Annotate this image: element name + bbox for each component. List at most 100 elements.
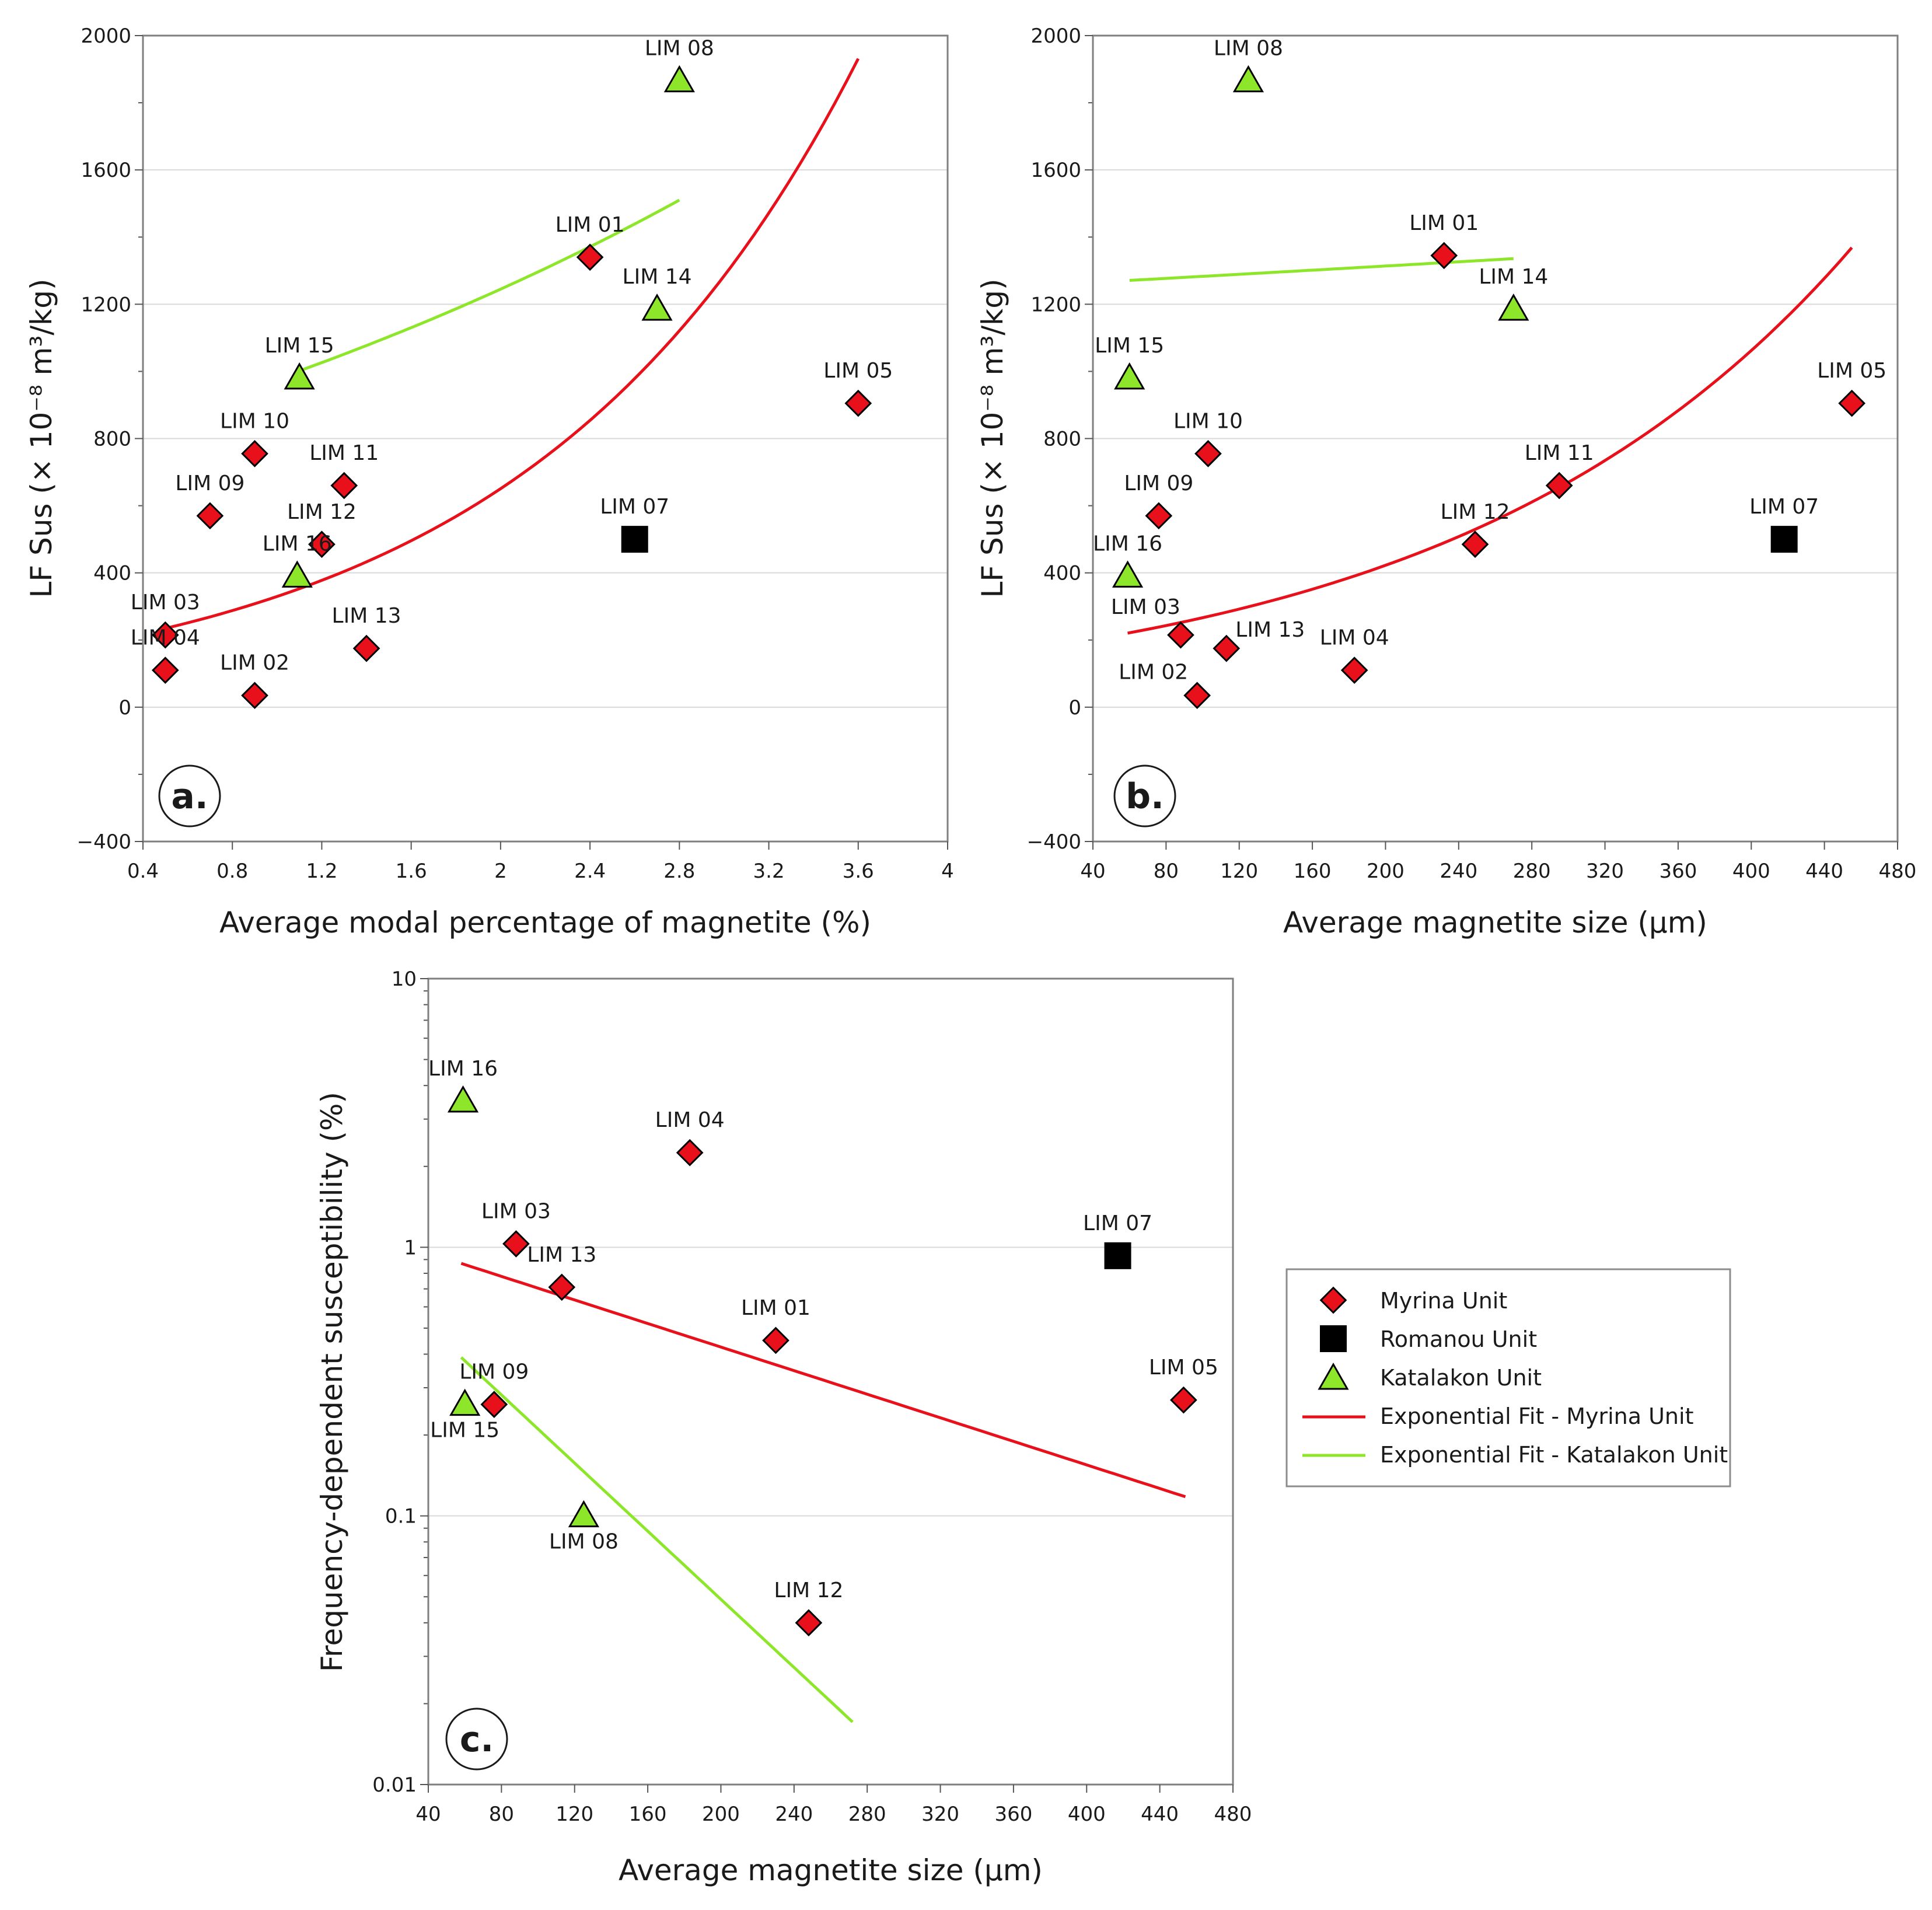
x-tick-label: 4 (941, 860, 954, 883)
data-point-label: LIM 01 (556, 213, 625, 237)
x-tick-label: 120 (556, 1803, 593, 1826)
data-point-katalakon (663, 65, 695, 93)
data-point-myrina (1461, 530, 1489, 558)
data-point-myrina (241, 440, 268, 467)
fit-line-katalakon (460, 1356, 854, 1723)
legend-item-katalakon: Katalakon Unit (1318, 1362, 1542, 1391)
x-axis-label: Average magnetite size (µm) (619, 1853, 1043, 1887)
data-point-romanou (1770, 526, 1798, 553)
x-tick-label: 440 (1805, 860, 1843, 883)
x-tick-label: 40 (1080, 860, 1105, 883)
legend-box (1285, 1268, 1731, 1488)
data-point-label: LIM 12 (774, 1579, 843, 1602)
y-tick-label: 1200 (1030, 293, 1081, 316)
y-tick-label: 1600 (1030, 159, 1081, 182)
data-point-label: LIM 10 (220, 409, 289, 433)
chart-panel-b: −400 0 400 800 1200 1600 2000 40 80 120 160 200 240 2… (976, 25, 1916, 940)
x-tick-label: 480 (1214, 1803, 1252, 1826)
x-tick-label: 240 (775, 1803, 813, 1826)
legend-label: Myrina Unit (1380, 1288, 1507, 1314)
data-point-myrina (1194, 440, 1222, 467)
data-point-katalakon (1114, 362, 1145, 390)
legend-label: Exponential Fit - Katalakon Unit (1380, 1442, 1728, 1468)
x-tick-label: 440 (1141, 1803, 1179, 1826)
fit-line-myrina (1127, 246, 1853, 635)
data-point-myrina (1145, 502, 1173, 530)
x-tick-label: 2.8 (663, 860, 695, 883)
data-point-myrina (1170, 1386, 1197, 1414)
x-tick-label: 40 (415, 1803, 441, 1826)
data-point-katalakon (281, 560, 313, 588)
data-point-label: LIM 13 (1235, 618, 1305, 642)
data-point-katalakon (449, 1388, 481, 1416)
y-tick-label: 400 (93, 562, 131, 585)
x-tick-label: 360 (994, 1803, 1032, 1826)
data-point-label: LIM 14 (623, 265, 692, 289)
data-point-label: LIM 15 (265, 334, 334, 358)
x-tick-label: 3.6 (843, 860, 874, 883)
y-tick-label: 800 (1043, 428, 1081, 451)
data-point-myrina (196, 502, 224, 530)
data-point-label: LIM 14 (1479, 265, 1548, 289)
x-tick-label: 320 (921, 1803, 959, 1826)
data-point-label: LIM 04 (131, 626, 200, 650)
data-point-katalakon (1498, 293, 1529, 321)
y-tick-label: 0 (118, 696, 131, 720)
y-tick-label: −400 (77, 830, 131, 854)
data-point-label: LIM 05 (1149, 1356, 1218, 1380)
panel-badge-circle (445, 1708, 508, 1771)
y-tick-label: 1 (404, 1236, 417, 1259)
legend-label: Exponential Fit - Myrina Unit (1380, 1403, 1693, 1429)
data-point-myrina (1167, 621, 1194, 649)
data-point-katalakon (1112, 560, 1144, 588)
y-axis-label: LF Sus (× 10⁻⁸ m³/kg) (976, 279, 1009, 598)
y-tick-label: 2000 (1030, 25, 1081, 48)
data-point-myrina (1340, 657, 1368, 684)
data-point-romanou (621, 526, 648, 553)
data-point-romanou (1104, 1242, 1131, 1269)
fit-line-myrina (165, 58, 860, 630)
data-point-katalakon (447, 1085, 479, 1113)
data-point-myrina (1545, 472, 1573, 500)
data-point-myrina (352, 634, 380, 662)
legend-item-fit-katalakon: Exponential Fit - Katalakon Unit (1302, 1442, 1728, 1468)
data-point-myrina (480, 1391, 508, 1418)
data-point-myrina (151, 657, 179, 684)
x-tick-label: 200 (702, 1803, 740, 1826)
data-point-label: LIM 12 (1441, 500, 1510, 524)
data-point-label: LIM 09 (175, 472, 244, 495)
y-tick-label: 0.01 (372, 1773, 417, 1797)
data-point-katalakon (568, 1500, 599, 1528)
data-point-label: LIM 02 (220, 651, 289, 675)
data-point-label: LIM 09 (459, 1360, 529, 1384)
x-tick-label: 200 (1367, 860, 1405, 883)
data-point-myrina (1430, 242, 1458, 270)
x-tick-label: 2.4 (574, 860, 606, 883)
data-point-label: LIM 04 (1320, 626, 1389, 650)
x-tick-label: 0.4 (127, 860, 159, 883)
data-point-myrina (795, 1609, 823, 1637)
data-point-myrina (762, 1326, 789, 1354)
fit-line-katalakon (1129, 257, 1514, 282)
x-tick-label: 160 (629, 1803, 667, 1826)
legend-item-romanou: Romanou Unit (1320, 1325, 1537, 1352)
data-point-label: LIM 13 (527, 1243, 596, 1267)
data-point-label: LIM 16 (263, 532, 332, 556)
data-point-label: LIM 01 (1409, 211, 1479, 235)
y-tick-label: 1200 (81, 293, 131, 316)
data-point-katalakon (1232, 65, 1264, 93)
data-point-label: LIM 16 (1093, 532, 1162, 556)
x-tick-label: 0.8 (216, 860, 248, 883)
panel-badge-label: a. (171, 776, 208, 817)
data-point-label: LIM 13 (332, 604, 401, 628)
x-tick-label: 240 (1440, 860, 1477, 883)
x-tick-label: 400 (1732, 860, 1770, 883)
x-tick-label: 3.2 (753, 860, 785, 883)
y-tick-label: −400 (1027, 830, 1081, 854)
data-point-label: LIM 03 (131, 591, 200, 614)
data-point-label: LIM 15 (430, 1419, 499, 1443)
x-tick-label: 280 (848, 1803, 886, 1826)
data-point-label: LIM 11 (309, 441, 379, 465)
data-point-label: LIM 11 (1525, 441, 1594, 465)
data-point-label: LIM 05 (823, 359, 893, 383)
